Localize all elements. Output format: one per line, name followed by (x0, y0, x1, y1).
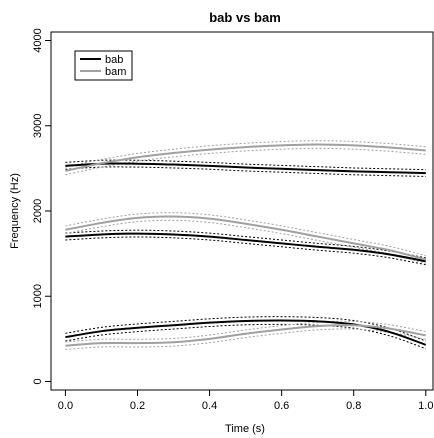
band-upper-bam-2 (65, 212, 426, 257)
y-tick-label: 0 (32, 378, 44, 384)
legend-label-bam: bam (105, 66, 126, 78)
band-upper-bam-1 (65, 140, 426, 168)
series-line-bab-1 (65, 162, 426, 175)
confidence-bands (65, 140, 426, 351)
chart-title: bab vs bam (209, 10, 281, 25)
series-lines (65, 143, 427, 347)
y-tick-label: 2000 (32, 199, 44, 223)
x-axis: 0.0 0.2 0.4 0.6 0.8 1.0 (58, 389, 433, 412)
band-lower-bab-1 (65, 166, 426, 177)
band-lower-bam-1 (65, 147, 426, 176)
x-tick-label: 0.8 (346, 400, 361, 412)
x-tick-label: 0.0 (58, 400, 73, 412)
y-tick-label: 4000 (32, 28, 44, 52)
band-upper-bab-3 (65, 316, 426, 342)
x-tick-label: 0.4 (202, 400, 217, 412)
series-line-bam-3 (65, 324, 426, 347)
x-tick-label: 1.0 (418, 400, 433, 412)
y-axis-label: Frequency (Hz) (9, 173, 21, 249)
plot-frame (50, 31, 434, 391)
y-tick-label: 1000 (32, 284, 44, 308)
legend-label-bab: bab (105, 54, 123, 66)
x-axis-label: Time (s) (225, 423, 265, 435)
band-upper-bab-1 (65, 159, 426, 171)
series-line-bam-1 (65, 143, 426, 172)
band-lower-bam-2 (65, 219, 426, 264)
y-axis: 0 1000 2000 3000 4000 (32, 28, 52, 385)
band-upper-bam-3 (65, 320, 426, 343)
legend-box (74, 50, 133, 81)
series-line-bab-2 (65, 232, 426, 263)
series-line-bab-3 (65, 319, 427, 346)
band-lower-bam-3 (65, 328, 426, 351)
y-tick-label: 3000 (32, 114, 44, 138)
x-tick-label: 0.2 (130, 400, 145, 412)
series-line-bam-2 (65, 215, 427, 261)
band-upper-bab-2 (65, 229, 426, 259)
band-lower-bab-3 (65, 323, 426, 350)
band-lower-bab-2 (65, 236, 426, 266)
x-tick-label: 0.6 (274, 400, 289, 412)
